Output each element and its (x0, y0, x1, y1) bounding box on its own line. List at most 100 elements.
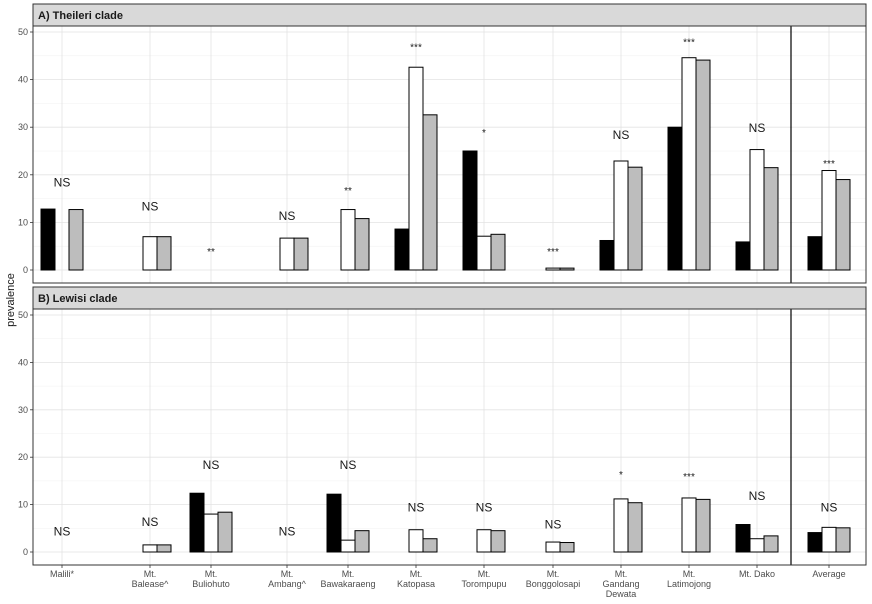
x-tick-label: Mt. Katopasa (397, 569, 435, 589)
y-tick-label: 40 (18, 357, 28, 367)
y-tick-label: 10 (18, 500, 28, 510)
panel-border (32, 25, 867, 284)
significance-label: NS (203, 458, 220, 472)
x-axis-ticks: Malili* Mt. Balease^ Mt. Buliohuto Mt. Ambang^… (50, 565, 846, 599)
bar (340, 209, 356, 271)
bar (476, 235, 492, 271)
bar (559, 267, 575, 271)
significance-label: *** (683, 38, 695, 49)
significance-label: NS (54, 176, 71, 190)
significance-label: *** (410, 42, 422, 53)
y-tick-label: 10 (18, 217, 28, 227)
panel-title: B) Lewisi clade (38, 293, 117, 305)
significance-label: NS (142, 200, 159, 214)
significance-label: ** (207, 247, 215, 258)
significance-label: *** (823, 159, 835, 170)
x-tick-label: Mt. Gandang Dewata (602, 569, 639, 599)
bar (807, 532, 823, 553)
y-tick-label: 20 (18, 170, 28, 180)
significance-label: NS (545, 517, 562, 531)
bar (326, 493, 342, 553)
significance-label: NS (749, 489, 766, 503)
bar (735, 524, 751, 553)
bar (156, 544, 172, 553)
bar (835, 527, 851, 553)
panel-border (32, 308, 867, 566)
significance-label: NS (749, 121, 766, 135)
bar (695, 498, 711, 553)
y-tick-label: 30 (18, 405, 28, 415)
bar (142, 236, 158, 271)
bar (613, 498, 629, 553)
y-tick-label: 20 (18, 452, 28, 462)
x-tick-label: Mt. Ambang^ (268, 569, 307, 589)
bar (422, 538, 438, 553)
bar (68, 209, 84, 271)
bar (217, 511, 233, 553)
bar (763, 167, 779, 271)
y-tick-label: 30 (18, 122, 28, 132)
significance-label: NS (340, 458, 357, 472)
bar (279, 237, 295, 271)
panel-background (33, 309, 866, 565)
x-tick-label: Average (812, 569, 845, 579)
bar (749, 149, 765, 271)
significance-label: NS (142, 515, 159, 529)
x-tick-label: Mt. Buliohuto (192, 569, 230, 589)
bar (613, 160, 629, 271)
x-tick-label: Mt. Torompupu (461, 569, 506, 589)
bar (599, 239, 615, 271)
bar (667, 126, 683, 271)
bar (476, 529, 492, 553)
significance-label: NS (476, 501, 493, 515)
y-tick-label: 0 (23, 547, 28, 557)
bar (749, 538, 765, 553)
bar (293, 237, 309, 271)
bar (681, 497, 697, 553)
bar (821, 526, 837, 553)
significance-label: NS (613, 128, 630, 142)
bar (627, 166, 643, 271)
bars (142, 492, 851, 553)
significance-label: NS (408, 501, 425, 515)
panel-1: A) Theileri clade01020304050NSNS**NS****… (18, 3, 867, 284)
significance-label: * (482, 128, 486, 139)
significance-label: NS (821, 501, 838, 515)
y-tick-label: 0 (23, 265, 28, 275)
bar (340, 539, 356, 553)
gridlines (33, 309, 866, 565)
bar (422, 114, 438, 271)
significance-label: * (619, 470, 623, 481)
bar (695, 59, 711, 271)
x-tick-label: Mt. Bawakaraeng (320, 569, 375, 589)
bars (40, 57, 851, 271)
panels-layer: A) Theileri clade01020304050NSNS**NS****… (18, 3, 867, 566)
bar (735, 241, 751, 271)
panel-strip (32, 3, 867, 27)
bar (627, 502, 643, 553)
x-tick-label: Mt. Bonggolosapi (526, 569, 581, 589)
bar (189, 492, 205, 553)
y-axis-label: prevalence (5, 273, 17, 327)
x-tick-label: Malili* (50, 569, 75, 579)
bar (490, 233, 506, 271)
significance-label: NS (279, 209, 296, 223)
x-tick-label: Mt. Balease^ (132, 569, 170, 589)
bar (408, 529, 424, 553)
x-tick-label: Mt. Latimojong (667, 569, 711, 589)
bar (681, 57, 697, 271)
bar (763, 535, 779, 553)
panel-title: A) Theileri clade (38, 10, 123, 22)
panel-strip (32, 286, 867, 310)
bar (354, 530, 370, 553)
bar (203, 513, 219, 553)
bar (394, 228, 410, 271)
bar (545, 541, 561, 553)
significance-label: *** (683, 472, 695, 483)
bar (408, 66, 424, 271)
y-tick-label: 50 (18, 310, 28, 320)
bar (559, 542, 575, 553)
